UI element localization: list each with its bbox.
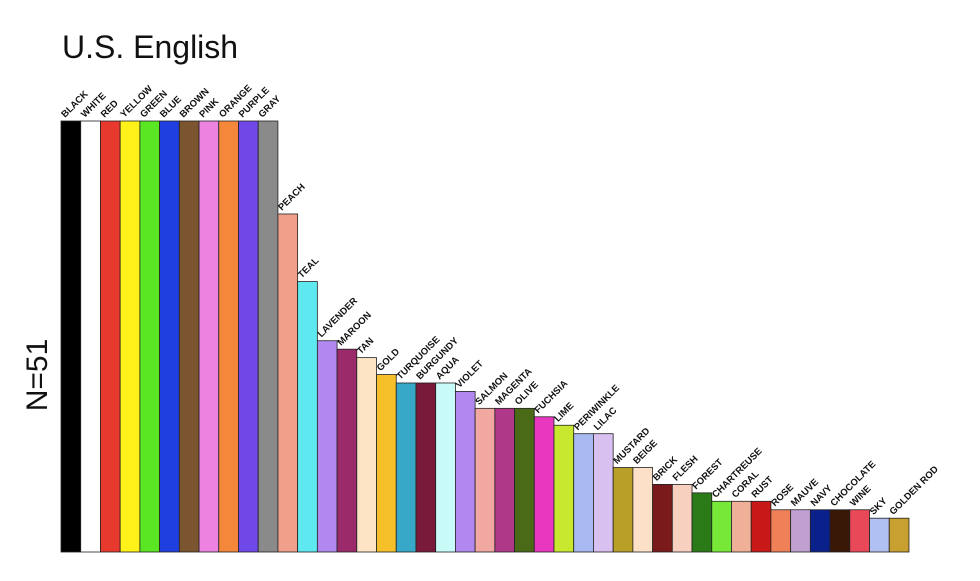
bar-blue — [159, 120, 180, 553]
bar-label-golden-rod: GOLDEN ROD — [888, 464, 941, 517]
bar-brown — [178, 120, 200, 553]
bar-violet — [454, 391, 476, 553]
bar-purple — [238, 120, 259, 553]
bar-coral — [731, 500, 752, 553]
bar-black — [60, 120, 82, 553]
bar-aqua — [435, 382, 456, 553]
bar-label-teal: TEAL — [296, 255, 321, 280]
bar-golden-rod — [888, 517, 910, 553]
bar-sky — [869, 517, 890, 553]
y-axis-label: N=51 — [21, 339, 54, 412]
bar-mustard — [612, 467, 634, 553]
bar-turquoise — [395, 382, 417, 553]
bar-maroon — [336, 348, 358, 553]
bar-peach — [277, 213, 299, 553]
bar-label-sky: SKY — [868, 495, 890, 517]
bar-beige — [632, 467, 654, 553]
bar-rust — [750, 500, 772, 553]
bar-white — [80, 120, 101, 553]
bar-orange — [218, 120, 239, 553]
chart-title: U.S. English — [62, 29, 238, 65]
bar-lime — [553, 424, 575, 553]
bar-red — [100, 120, 121, 553]
bar-burgundy — [415, 382, 437, 553]
bar-teal — [297, 281, 318, 553]
bar-pink — [198, 120, 220, 553]
bar-yellow — [119, 120, 141, 553]
bar-chocolate — [829, 509, 851, 553]
bar-rose — [770, 509, 792, 553]
bar-label-lime: LIME — [552, 401, 576, 425]
bar-fuchsia — [533, 416, 555, 553]
bar-gold — [376, 374, 397, 553]
bar-lilac — [593, 433, 614, 553]
bar-label-tan: TAN — [355, 336, 376, 357]
bar-lavender — [316, 340, 338, 553]
bar-olive — [514, 407, 535, 553]
bar-brick — [652, 483, 673, 553]
bar-forest — [691, 492, 713, 553]
bar-magenta — [494, 407, 515, 553]
bar-green — [139, 120, 161, 553]
bar-flesh — [671, 483, 693, 553]
bar-label-peach: PEACH — [276, 182, 307, 213]
bars-group — [60, 120, 910, 553]
bar-tan — [356, 357, 377, 553]
bar-navy — [809, 509, 831, 553]
bar-gray — [257, 120, 279, 553]
bar-periwinkle — [573, 433, 594, 553]
bar-salmon — [474, 407, 496, 553]
bar-wine — [849, 509, 870, 553]
bar-mauve — [790, 509, 811, 553]
bar-chartreuse — [711, 500, 732, 553]
